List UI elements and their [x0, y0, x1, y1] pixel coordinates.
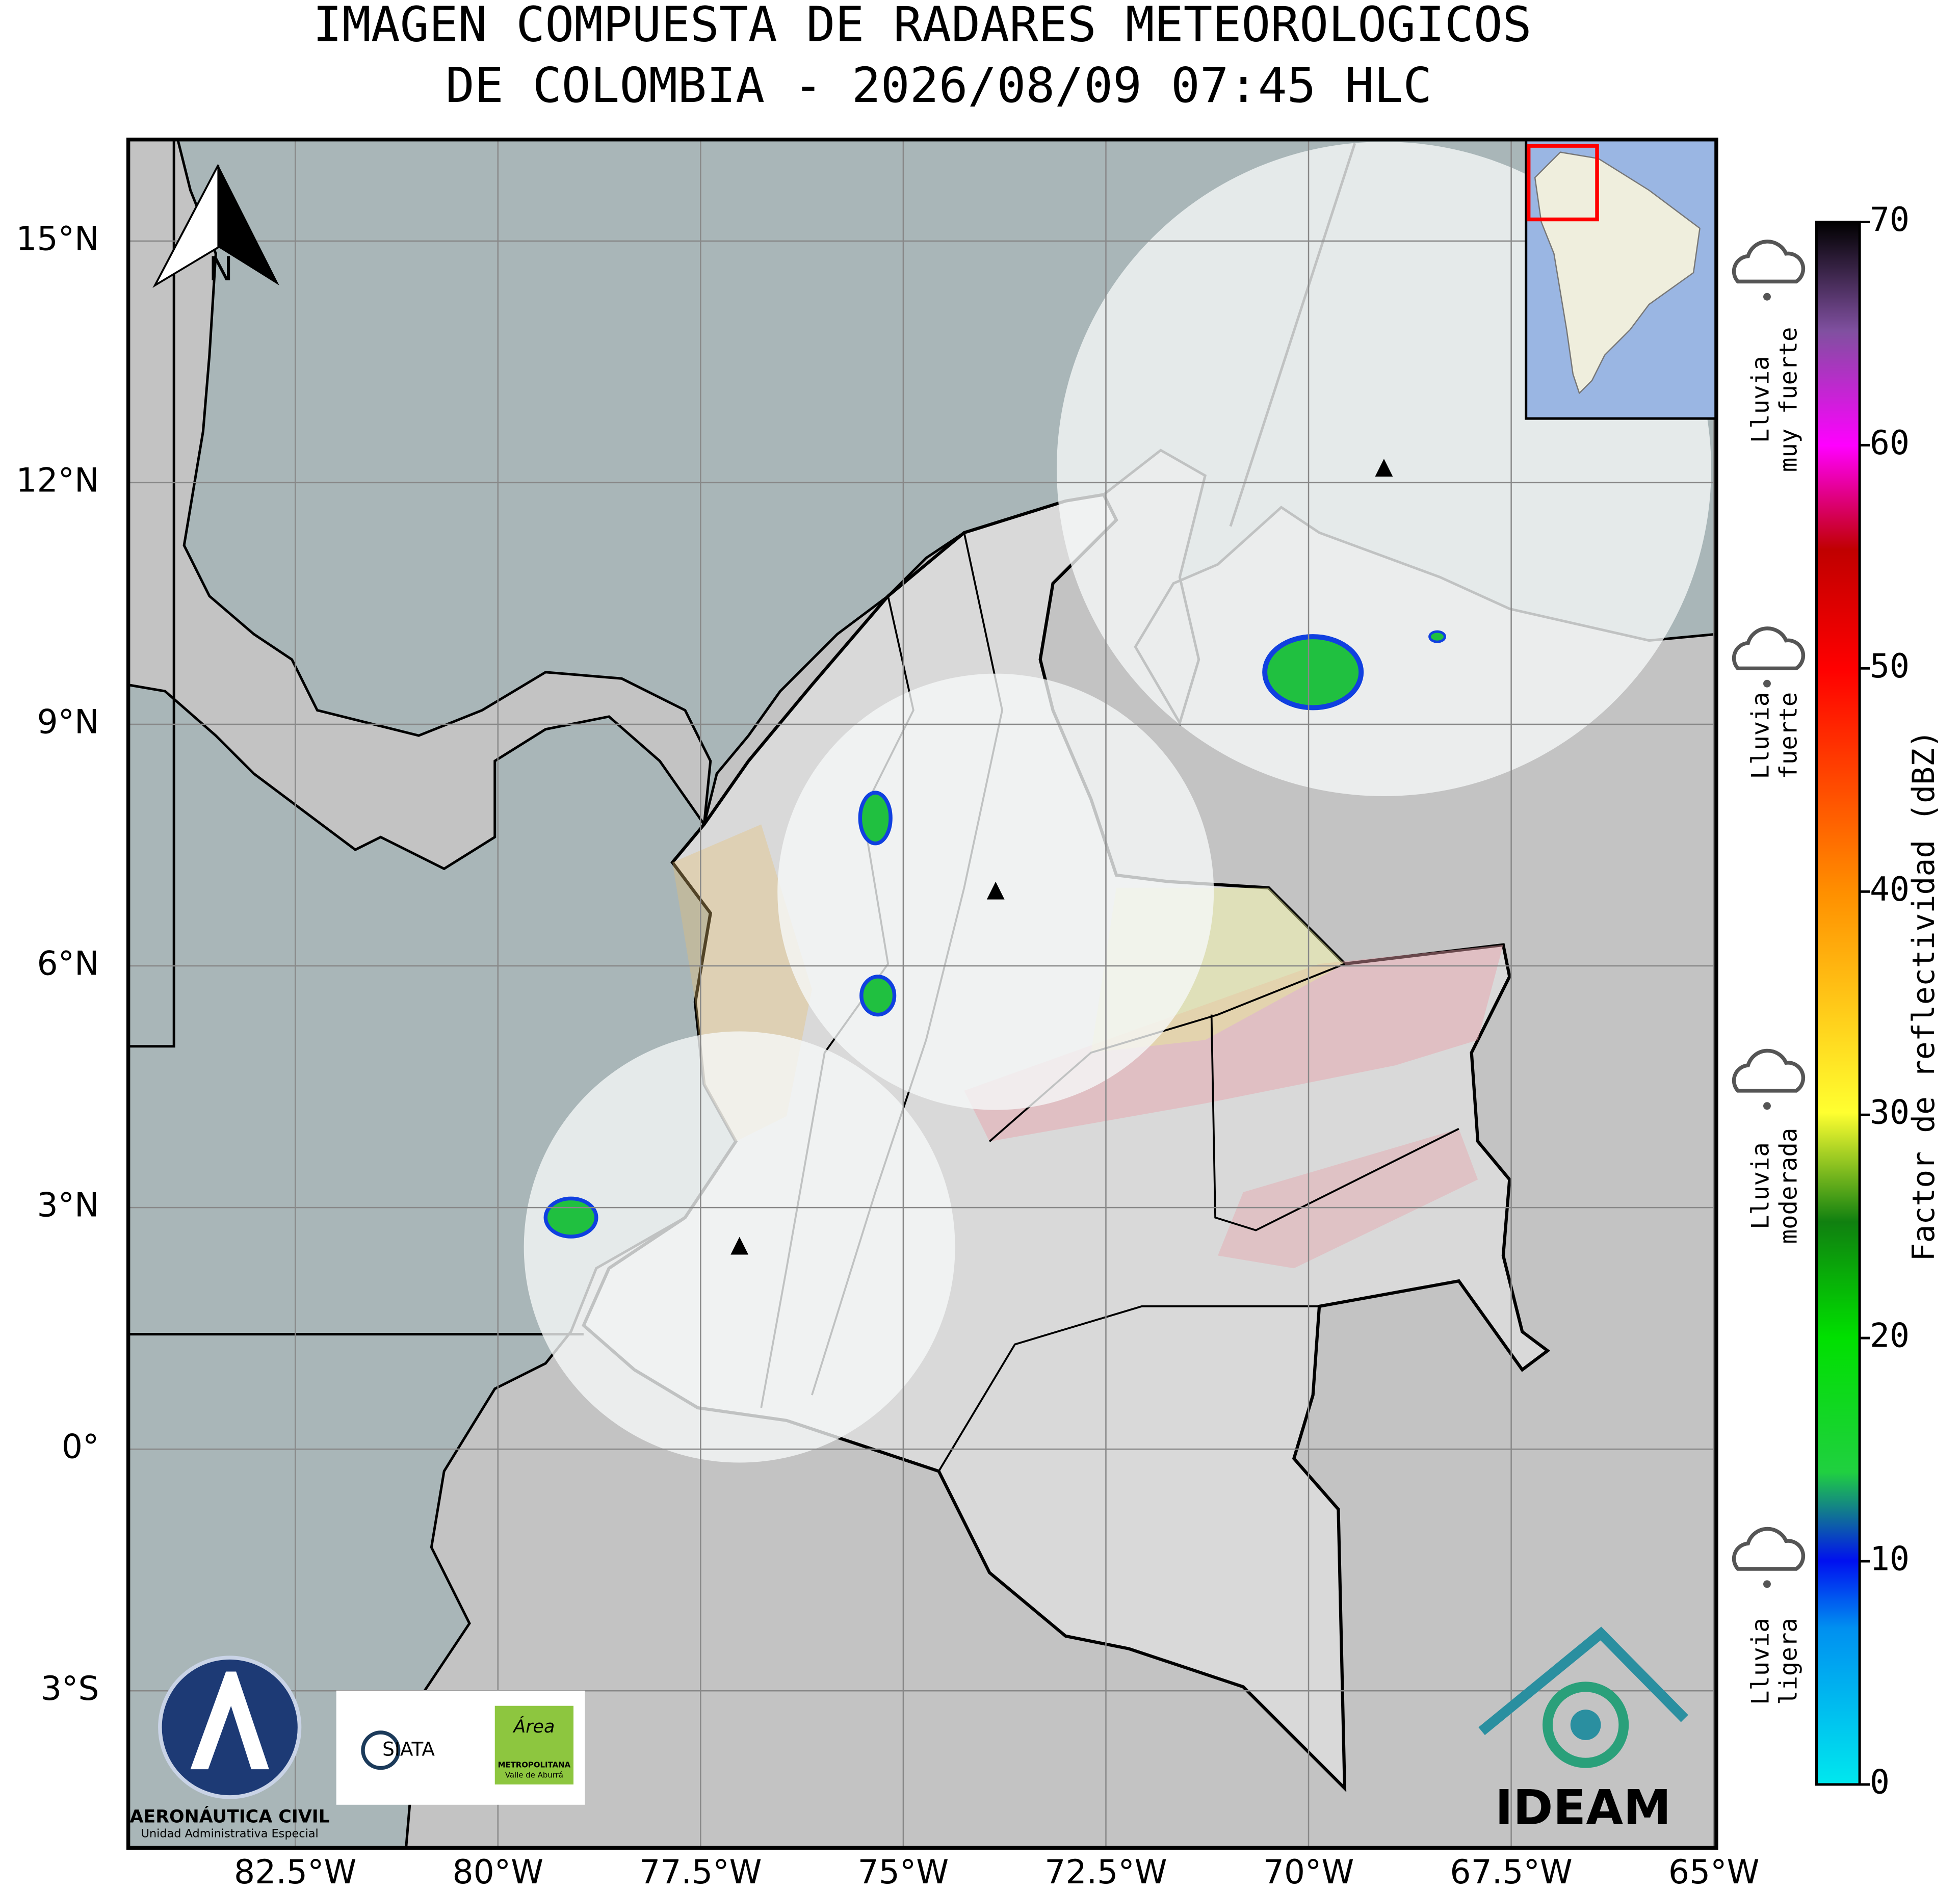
radar-sites: [730, 459, 1393, 1255]
rain-icon: [1732, 1527, 1806, 1571]
colorbar: [1815, 220, 1861, 1786]
y-tick-label: 3°S: [41, 1670, 99, 1708]
colorbar-tick-label: 20: [1870, 1317, 1910, 1355]
logo-mark: [190, 1671, 269, 1770]
logo-swirl: [1570, 1710, 1601, 1740]
colorbar-tick-label: 30: [1870, 1094, 1910, 1132]
map: N AERONÁUTICA CIVIL Unidad Administrativ…: [128, 139, 1716, 1848]
echo: [543, 1196, 598, 1239]
aerocivil-logo: AERONÁUTICA CIVIL Unidad Administrativa …: [129, 1656, 330, 1841]
colorbar-tick-label: 0: [1870, 1764, 1890, 1802]
boundary: [938, 1305, 1320, 1472]
logo-text: Unidad Administrativa Especial: [141, 1827, 319, 1841]
siata-logo: SIATA Área METROPOLITANA Valle de Aburrá: [336, 1690, 585, 1805]
logo-text: Área: [512, 1716, 555, 1737]
y-tick-label: 0°: [62, 1428, 99, 1466]
radar-site: [730, 1237, 749, 1255]
boundary: [128, 139, 175, 1180]
radar-site: [986, 881, 1005, 900]
x-tick-label: 72.5°W: [1044, 1853, 1167, 1891]
colorbar-tick-label: 60: [1870, 424, 1910, 462]
echo: [859, 975, 897, 1017]
y-tick-label: 12°N: [16, 461, 99, 500]
y-tick-label: 15°N: [16, 220, 99, 258]
x-tick-label: 77.5°W: [639, 1853, 762, 1891]
y-tick-label: 3°N: [37, 1187, 99, 1225]
x-tick-label: 82.5°W: [234, 1853, 356, 1891]
y-tick-label: 6°N: [37, 945, 99, 983]
rain-level-label: muy fuerte: [1774, 327, 1802, 472]
x-tick-label: 70°W: [1263, 1853, 1354, 1891]
rain-level-label: fuerte: [1774, 692, 1802, 779]
colorbar-tick-label: 50: [1870, 647, 1910, 686]
rain-icon-drop: [1763, 1580, 1771, 1588]
colorbar-tick-label: 10: [1870, 1540, 1910, 1579]
inset-map: [1525, 139, 1716, 420]
rain-icon: [1732, 240, 1806, 284]
echo: [858, 791, 893, 846]
logo-box: [494, 1705, 574, 1784]
rain-icon-drop: [1763, 293, 1771, 301]
logo-swirl: [1543, 1682, 1629, 1768]
echo: [1262, 634, 1364, 711]
x-tick-label: 65°W: [1668, 1853, 1760, 1891]
grid: [128, 139, 1716, 1848]
colorbar-ticks: 0 10 20 30 40 50 60 70: [1860, 201, 1910, 1802]
logo-text: METROPOLITANA: [498, 1761, 571, 1770]
title-line: IMAGEN COMPUESTA DE RADARES METEOROLOGIC…: [313, 0, 1532, 53]
rain-level-label: Lluvia: [1747, 1142, 1775, 1229]
title-line: DE COLOMBIA - 2026/08/09 07:45 HLC: [446, 58, 1432, 114]
rain-icon: [1732, 1048, 1806, 1093]
rain-level-label: Lluvia: [1747, 692, 1775, 779]
hydro-zone: [964, 944, 1503, 1142]
echo: [1428, 630, 1446, 643]
rain-icon-drop: [1763, 679, 1771, 688]
rain-icon: [1732, 626, 1806, 671]
y-tick-label: 9°N: [37, 703, 99, 742]
logo-text: Valle de Aburrá: [505, 1771, 563, 1780]
central-america: [128, 139, 712, 871]
radar-site: [1375, 459, 1393, 477]
logo-text: SIATA: [382, 1738, 435, 1760]
boundary: [1210, 1014, 1459, 1231]
inset-land: [1534, 151, 1701, 395]
logo-text: IDEAM: [1495, 1780, 1671, 1836]
colorbar-tick-label: 40: [1870, 871, 1910, 909]
echoes: [543, 630, 1446, 1239]
x-tick-label: 75°W: [858, 1853, 949, 1891]
map-frame: [126, 137, 1718, 1850]
north-label: N: [208, 250, 233, 288]
rain-level-label: moderada: [1774, 1128, 1802, 1244]
axes: 82.5°W 80°W 77.5°W 75°W 72.5°W 70°W 67.5°W 65°W…: [16, 220, 1759, 1891]
colorbar-tick-label: 70: [1870, 201, 1910, 239]
hydro-zone: [1218, 1128, 1478, 1269]
inset-extent: [1526, 144, 1599, 222]
logo-roof: [1478, 1626, 1688, 1736]
colorbar-label: Factor de reflectividad (dBZ): [1906, 730, 1942, 1261]
logo-mark: [361, 1730, 401, 1770]
x-tick-label: 67.5°W: [1450, 1853, 1572, 1891]
logo-text: AERONÁUTICA CIVIL: [129, 1806, 329, 1827]
x-tick-label: 80°W: [452, 1853, 543, 1891]
rain-level-label: ligera: [1774, 1618, 1802, 1705]
rain-icon-drop: [1763, 1102, 1771, 1110]
rain-level-label: Lluvia: [1747, 1618, 1775, 1705]
ideam-logo: IDEAM: [1478, 1626, 1688, 1836]
rain-level-label: Lluvia: [1747, 356, 1775, 443]
